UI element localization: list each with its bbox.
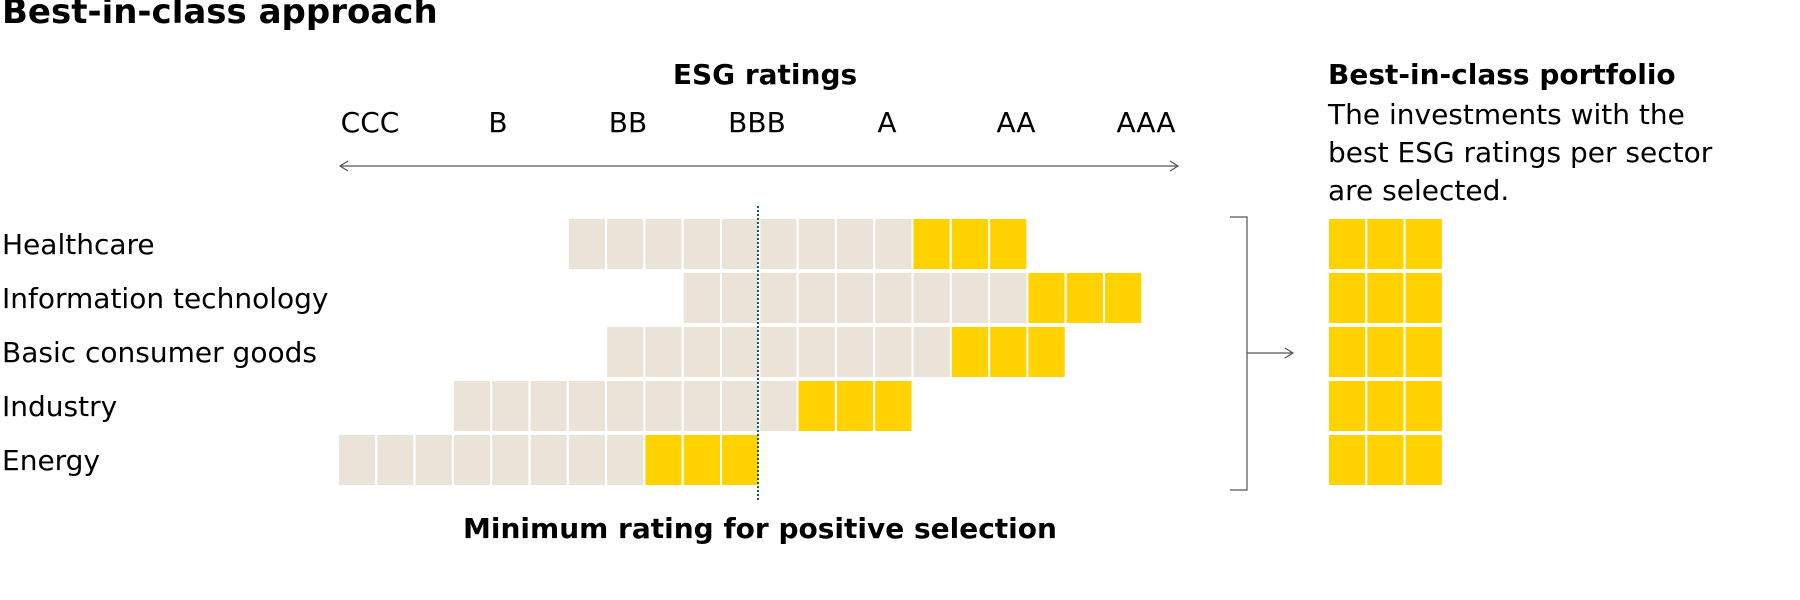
rating-label-aa: AA bbox=[996, 106, 1036, 139]
investment-cell bbox=[605, 217, 646, 271]
rating-scale-arrow bbox=[338, 160, 1180, 172]
investment-cell bbox=[988, 271, 1029, 325]
sector-label-information-technology: Information technology bbox=[2, 282, 329, 315]
esg-ratings-header: ESG ratings bbox=[672, 58, 858, 91]
investment-cell bbox=[720, 325, 761, 379]
selected-investment-cell bbox=[988, 217, 1029, 271]
investment-cell bbox=[528, 379, 569, 433]
portfolio-cell bbox=[1403, 271, 1444, 325]
investment-cell bbox=[720, 379, 761, 433]
portfolio-cell bbox=[1365, 217, 1406, 271]
portfolio-cell bbox=[1327, 217, 1368, 271]
investment-cell bbox=[681, 379, 723, 433]
rating-label-bbb: BBB bbox=[728, 106, 786, 139]
investment-cell bbox=[720, 217, 761, 271]
investment-cell bbox=[413, 433, 454, 487]
selected-investment-cell bbox=[796, 379, 837, 433]
portfolio-cell bbox=[1327, 433, 1368, 487]
sector-rating-grid bbox=[337, 217, 1144, 487]
page-title: Best-in-class approach bbox=[2, 0, 438, 32]
investment-cell bbox=[758, 217, 799, 271]
portfolio-grid bbox=[1327, 217, 1444, 487]
investment-cell bbox=[451, 379, 493, 433]
selected-investment-cell bbox=[720, 433, 761, 487]
investment-cell bbox=[605, 433, 646, 487]
investment-cell bbox=[834, 217, 876, 271]
portfolio-title: Best-in-class portfolio bbox=[1328, 58, 1676, 91]
investment-cell bbox=[911, 325, 952, 379]
selected-investment-cell bbox=[643, 433, 684, 487]
selected-investment-cell bbox=[681, 433, 723, 487]
sector-label-industry: Industry bbox=[2, 390, 118, 423]
sector-label-energy: Energy bbox=[2, 444, 101, 477]
selected-investment-cell bbox=[1026, 325, 1067, 379]
rating-label-ccc: CCC bbox=[340, 106, 400, 139]
selected-investment-cell bbox=[949, 325, 991, 379]
investment-cell bbox=[758, 325, 799, 379]
portfolio-cell bbox=[1327, 325, 1368, 379]
investment-cell bbox=[681, 325, 723, 379]
sector-label-healthcare: Healthcare bbox=[2, 228, 155, 261]
investment-cell bbox=[834, 271, 876, 325]
investment-cell bbox=[720, 271, 761, 325]
portfolio-cell bbox=[1403, 217, 1444, 271]
rating-label-aaa: AAA bbox=[1116, 106, 1176, 139]
investment-cell bbox=[528, 433, 569, 487]
investment-cell bbox=[643, 379, 684, 433]
investment-cell bbox=[758, 379, 799, 433]
rating-label-b: B bbox=[488, 106, 508, 139]
selected-investment-cell bbox=[988, 325, 1029, 379]
investment-cell bbox=[566, 217, 608, 271]
investment-cell bbox=[796, 325, 837, 379]
investment-cell bbox=[375, 433, 416, 487]
selection-bracket bbox=[1230, 216, 1293, 491]
investment-cell bbox=[643, 217, 684, 271]
portfolio-cell bbox=[1327, 271, 1368, 325]
minimum-rating-label: Minimum rating for positive selection bbox=[463, 512, 1057, 545]
investment-cell bbox=[758, 271, 799, 325]
portfolio-cell bbox=[1365, 325, 1406, 379]
selected-investment-cell bbox=[949, 217, 991, 271]
portfolio-cell bbox=[1365, 379, 1406, 433]
investment-cell bbox=[796, 217, 837, 271]
portfolio-cell bbox=[1403, 433, 1444, 487]
investment-cell bbox=[490, 433, 531, 487]
investment-cell bbox=[566, 433, 608, 487]
investment-cell bbox=[566, 379, 608, 433]
investment-cell bbox=[451, 433, 493, 487]
selected-investment-cell bbox=[1064, 271, 1105, 325]
investment-cell bbox=[873, 271, 914, 325]
portfolio-cell bbox=[1403, 379, 1444, 433]
portfolio-cell bbox=[1365, 271, 1406, 325]
selected-investment-cell bbox=[1026, 271, 1067, 325]
portfolio-cell bbox=[1327, 379, 1368, 433]
investment-cell bbox=[605, 325, 646, 379]
sector-label-basic-consumer-goods: Basic consumer goods bbox=[2, 336, 317, 369]
selected-investment-cell bbox=[911, 217, 952, 271]
investment-cell bbox=[681, 271, 723, 325]
portfolio-description: The investments with the best ESG rating… bbox=[1328, 98, 1713, 207]
investment-cell bbox=[834, 325, 876, 379]
investment-cell bbox=[490, 379, 531, 433]
portfolio-cell bbox=[1403, 325, 1444, 379]
investment-cell bbox=[873, 325, 914, 379]
investment-cell bbox=[911, 271, 952, 325]
investment-cell bbox=[337, 433, 378, 487]
selected-investment-cell bbox=[1103, 271, 1144, 325]
arrow-right-icon bbox=[1284, 347, 1295, 359]
investment-cell bbox=[796, 271, 837, 325]
investment-cell bbox=[949, 271, 991, 325]
selected-investment-cell bbox=[873, 379, 914, 433]
investment-cell bbox=[605, 379, 646, 433]
investment-cell bbox=[681, 217, 723, 271]
investment-cell bbox=[873, 217, 914, 271]
rating-label-bb: BB bbox=[608, 106, 648, 139]
selected-investment-cell bbox=[834, 379, 876, 433]
investment-cell bbox=[643, 325, 684, 379]
portfolio-cell bbox=[1365, 433, 1406, 487]
rating-label-a: A bbox=[877, 106, 897, 139]
